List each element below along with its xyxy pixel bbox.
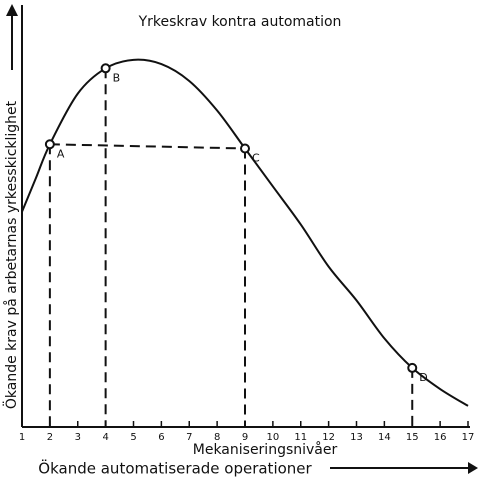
point-label: C <box>252 151 260 164</box>
x-tick-label: 1 <box>19 432 25 443</box>
x-tick-label: 16 <box>434 432 447 443</box>
x-tick-label: 6 <box>158 432 164 443</box>
x-tick-label: 2 <box>47 432 53 443</box>
point-label: D <box>419 371 427 384</box>
x-tick-label: 11 <box>294 432 307 443</box>
y-arrow-head <box>6 4 18 16</box>
point <box>407 362 418 373</box>
x-tick-label: 10 <box>267 432 280 443</box>
x-tick-label: 13 <box>350 432 363 443</box>
point-label: B <box>113 71 121 84</box>
y-axis-label: Ökande krav på arbetarnas yrkesskickligh… <box>2 100 20 409</box>
x-tick-label: 7 <box>186 432 192 443</box>
x-axis-label: Mekaniseringsnivåer <box>193 441 338 458</box>
point <box>100 63 111 74</box>
x-tick-label: 5 <box>130 432 136 443</box>
point <box>44 139 55 150</box>
curve <box>21 58 469 407</box>
x-tick-label: 3 <box>75 432 81 443</box>
x-tick-label: 15 <box>406 432 419 443</box>
point <box>240 143 250 154</box>
point-label: A <box>57 147 65 160</box>
x-arrow-label: Ökande automatiserade operationer <box>38 459 312 478</box>
chart-title: Yrkeskrav kontra automation <box>138 14 342 30</box>
x-tick-label: 9 <box>242 432 248 443</box>
x-tick-label: 12 <box>322 432 335 443</box>
x-tick-label: 4 <box>102 432 108 443</box>
x-tick-label: 8 <box>214 432 220 443</box>
x-tick-label: 14 <box>378 432 391 443</box>
x-arrow-head <box>468 462 478 474</box>
x-tick-label: 17 <box>462 432 475 443</box>
guide-line <box>49 143 246 150</box>
